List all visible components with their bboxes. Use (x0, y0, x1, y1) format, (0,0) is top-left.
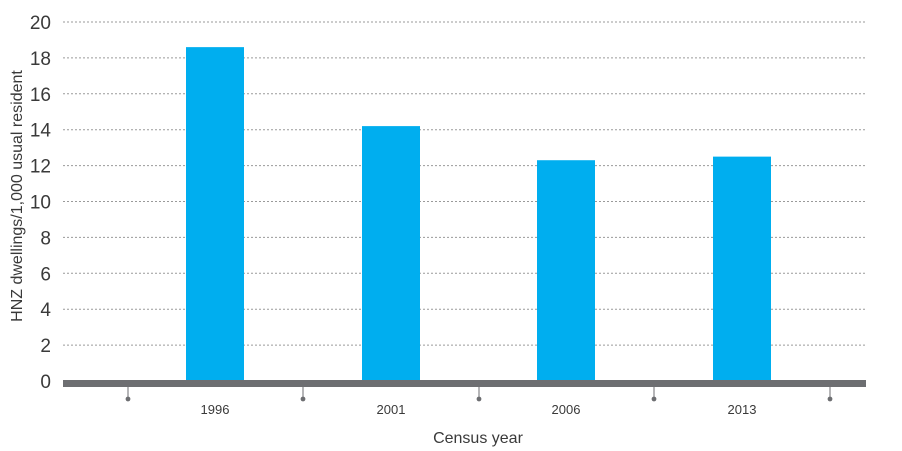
x-tick-dot (125, 396, 131, 402)
y-tick-label: 6 (40, 264, 51, 285)
x-tick-dot (827, 396, 833, 402)
x-tick-dot (651, 396, 657, 402)
bar-2001 (362, 126, 420, 381)
x-axis-line (63, 380, 866, 387)
x-tick-dot (476, 396, 482, 402)
bar-2006 (537, 160, 595, 381)
y-axis-title: HNZ dwellings/1,000 usual resident (9, 70, 26, 322)
x-tick-label: 1996 (201, 402, 230, 417)
y-tick-label: 10 (30, 193, 51, 214)
x-axis-labels: 1996 2001 2006 2013 (201, 402, 757, 417)
bars (186, 47, 771, 381)
x-axis-tick-marks (125, 386, 833, 402)
y-tick-label: 0 (40, 372, 51, 393)
y-tick-label: 12 (30, 157, 51, 178)
y-tick-label: 8 (40, 228, 51, 249)
x-axis-title: Census year (433, 430, 523, 447)
x-tick-dot (300, 396, 306, 402)
y-tick-label: 16 (30, 85, 51, 106)
y-tick-label: 20 (30, 13, 51, 34)
y-tick-label: 4 (40, 300, 51, 321)
bar-1996 (186, 47, 244, 381)
y-tick-label: 2 (40, 336, 51, 357)
x-tick-label: 2006 (552, 402, 581, 417)
x-tick-label: 2001 (377, 402, 406, 417)
x-tick-label: 2013 (728, 402, 757, 417)
y-tick-label: 14 (30, 121, 52, 142)
y-axis-ticks: 0 2 4 6 8 10 12 14 16 18 20 (30, 13, 52, 393)
bar-2013 (713, 156, 771, 381)
y-tick-label: 18 (30, 49, 51, 70)
